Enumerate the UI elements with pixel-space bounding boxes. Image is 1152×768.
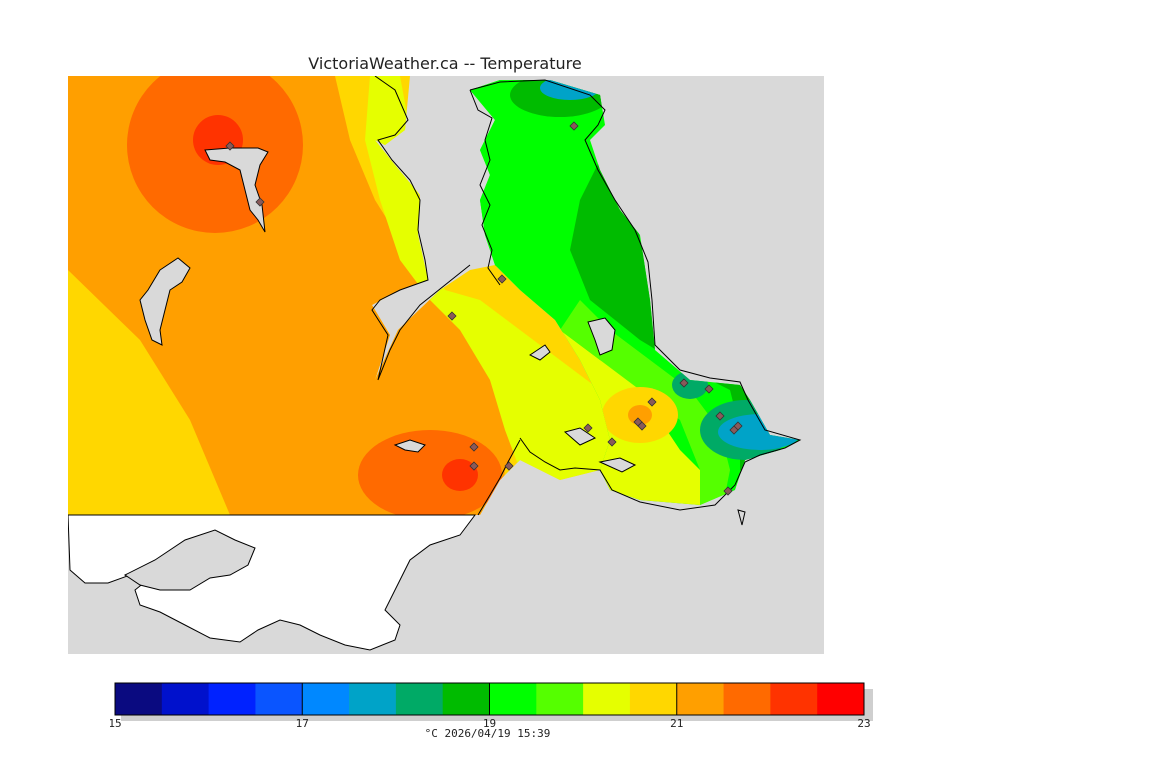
colorbar-tick-label: 17 (296, 717, 309, 730)
station-marker[interactable] (497, 274, 507, 284)
colorbar-swatches (115, 683, 865, 715)
station-marker[interactable] (637, 421, 647, 431)
colorbar-swatch (161, 683, 210, 715)
colorbar-caption: °C 2026/04/19 15:39 (424, 727, 551, 740)
colorbar-swatch (770, 683, 818, 715)
coastlines (371, 76, 802, 516)
colorbar-swatch (676, 683, 725, 715)
colorbar-swatch (536, 683, 584, 715)
colorbar-swatch (629, 683, 678, 715)
colorbar-swatch (208, 683, 256, 715)
colorbar: 15 17 19 21 23 (110, 682, 873, 730)
colorbar-tick-label: 23 (857, 717, 870, 730)
station-marker[interactable] (569, 121, 579, 131)
map-title: VictoriaWeather.ca -- Temperature (308, 54, 582, 73)
colorbar-swatch (817, 683, 865, 715)
station-marker[interactable] (255, 197, 265, 207)
station-marker[interactable] (469, 461, 479, 471)
colorbar-swatch (349, 683, 397, 715)
station-marker[interactable] (607, 437, 617, 447)
colorbar-swatch (489, 683, 537, 715)
colorbar-swatch (115, 683, 163, 715)
colorbar-swatch (255, 683, 303, 715)
temperature-map[interactable] (68, 76, 824, 654)
colorbar-swatch (302, 683, 350, 715)
station-marker[interactable] (729, 425, 739, 435)
station-marker[interactable] (504, 461, 514, 471)
colorbar-swatch (583, 683, 631, 715)
colorbar-tick-label: 15 (110, 717, 122, 730)
colorbar-swatch (442, 683, 490, 715)
station-marker[interactable] (647, 397, 657, 407)
station-marker[interactable] (469, 442, 479, 452)
south-inlet (124, 529, 256, 591)
station-marker[interactable] (583, 423, 593, 433)
colorbar-ticks: 15 17 19 21 23 (110, 683, 871, 730)
colorbar-swatch (395, 683, 444, 715)
station-marker[interactable] (447, 311, 457, 321)
colorbar-tick-label: 21 (670, 717, 683, 730)
colorbar-swatch (723, 683, 771, 715)
station-marker[interactable] (715, 411, 725, 421)
station-marker[interactable] (723, 486, 733, 496)
lakes (139, 147, 746, 526)
station-marker[interactable] (704, 384, 714, 394)
station-markers (225, 121, 743, 496)
station-marker[interactable] (679, 378, 689, 388)
station-marker[interactable] (225, 141, 235, 151)
colorbar-tick-label: 19 (483, 717, 496, 730)
